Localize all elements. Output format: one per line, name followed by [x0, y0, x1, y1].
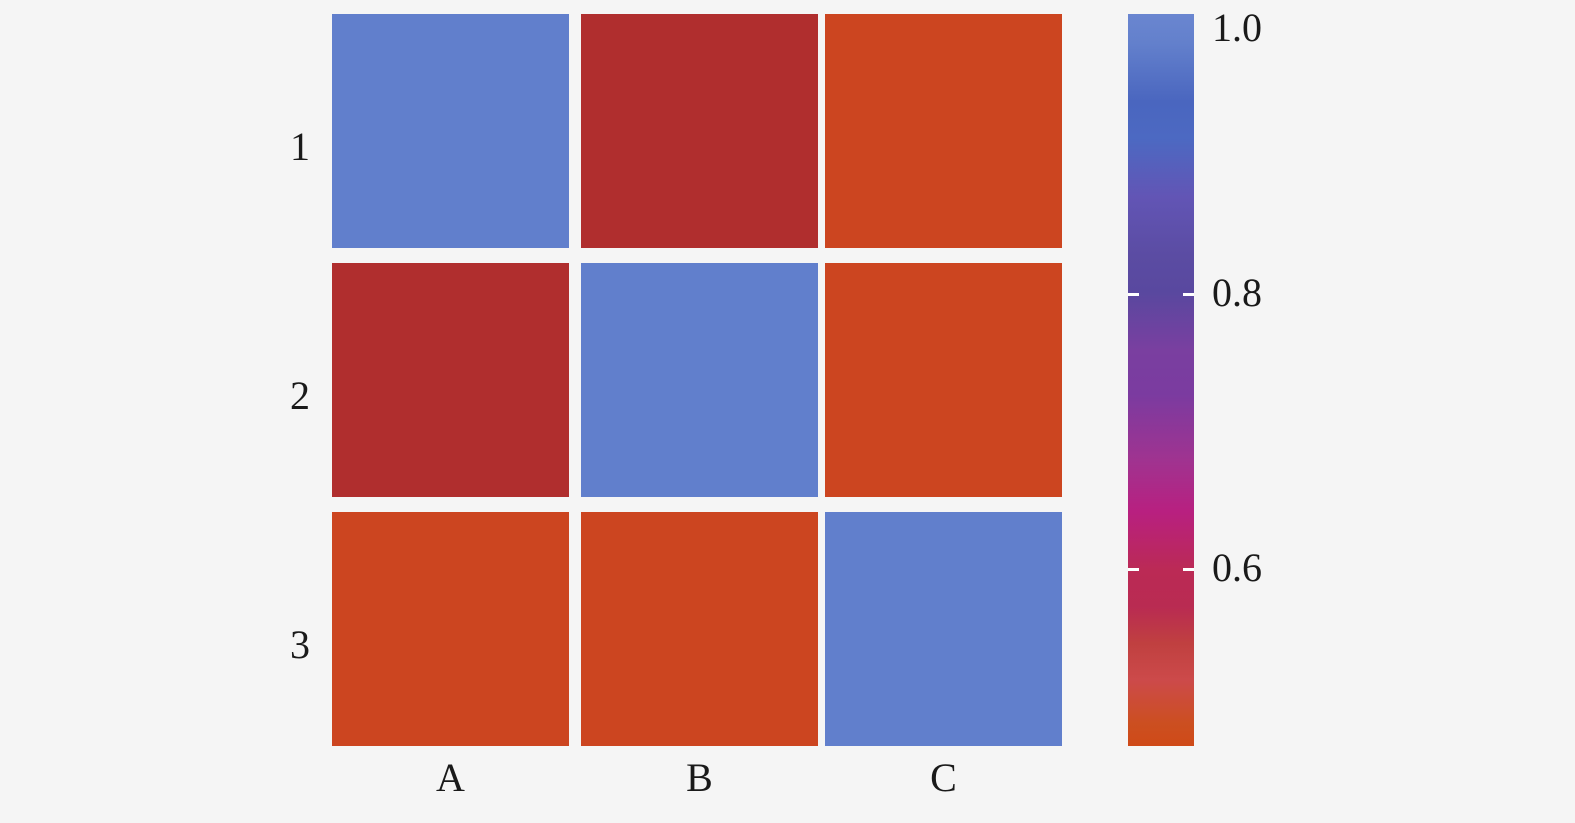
heatmap-cell-1-A[interactable] — [332, 14, 569, 248]
heatmap-row-2 — [332, 263, 1064, 497]
colorbar-label-0.8: 0.8 — [1212, 270, 1262, 315]
y-tick-label-2: 2 — [290, 373, 310, 418]
heatmap-cell-3-C[interactable] — [825, 512, 1062, 746]
heatmap-row-3 — [332, 512, 1064, 746]
colorbar-tick-0.6-left — [1128, 568, 1139, 571]
x-axis-tick-labels: A B C — [332, 758, 1064, 813]
colorbar-tick-0.8-right — [1183, 293, 1194, 296]
heatmap-grid — [332, 14, 1064, 746]
heatmap-cell-3-B[interactable] — [581, 512, 818, 746]
colorbar-label-0.6: 0.6 — [1212, 545, 1262, 590]
colorbar-tick-0.6-right — [1183, 568, 1194, 571]
heatmap-cell-1-B[interactable] — [581, 14, 818, 248]
heatmap-cell-1-C[interactable] — [825, 14, 1062, 248]
y-axis-tick-labels: 1 2 3 — [240, 14, 310, 746]
heatmap-cell-2-B[interactable] — [581, 263, 818, 497]
y-tick-label-3: 3 — [290, 622, 310, 667]
colorbar[interactable] — [1128, 14, 1194, 746]
x-tick-label-C: C — [930, 755, 957, 800]
x-tick-label-B: B — [686, 755, 713, 800]
y-tick-label-1: 1 — [290, 124, 310, 169]
heatmap-cell-2-A[interactable] — [332, 263, 569, 497]
heatmap-row-1 — [332, 14, 1064, 248]
x-tick-label-A: A — [436, 755, 465, 800]
colorbar-gradient — [1128, 14, 1194, 746]
colorbar-tick-0.8-left — [1128, 293, 1139, 296]
heatmap-cell-3-A[interactable] — [332, 512, 569, 746]
colorbar-label-1.0: 1.0 — [1212, 5, 1262, 50]
heatmap-cell-2-C[interactable] — [825, 263, 1062, 497]
